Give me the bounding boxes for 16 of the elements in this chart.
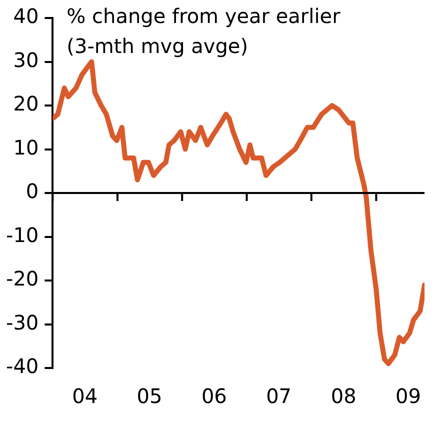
y-tick-label: -10 bbox=[6, 222, 39, 247]
chart-title: % change from year earlier (3-mth mvg avge) bbox=[66, 4, 342, 58]
x-tick-label: 07 bbox=[266, 384, 292, 408]
y-tick-label: -20 bbox=[6, 266, 39, 291]
y-tick-label: 10 bbox=[13, 135, 39, 160]
x-tick-label: 06 bbox=[201, 384, 227, 408]
y-tick-label: 0 bbox=[26, 179, 39, 204]
x-tick-label: 04 bbox=[72, 384, 98, 408]
x-tick-label: 09 bbox=[396, 384, 421, 408]
y-tick-label: -40 bbox=[6, 354, 39, 378]
y-tick-label: -30 bbox=[6, 310, 39, 334]
y-tick-label: 20 bbox=[13, 92, 39, 116]
y-tick-label: 30 bbox=[13, 48, 39, 72]
x-tick-label: 05 bbox=[136, 384, 162, 408]
y-tick-label: 40 bbox=[13, 4, 39, 28]
x-tick-label: 08 bbox=[330, 384, 356, 408]
